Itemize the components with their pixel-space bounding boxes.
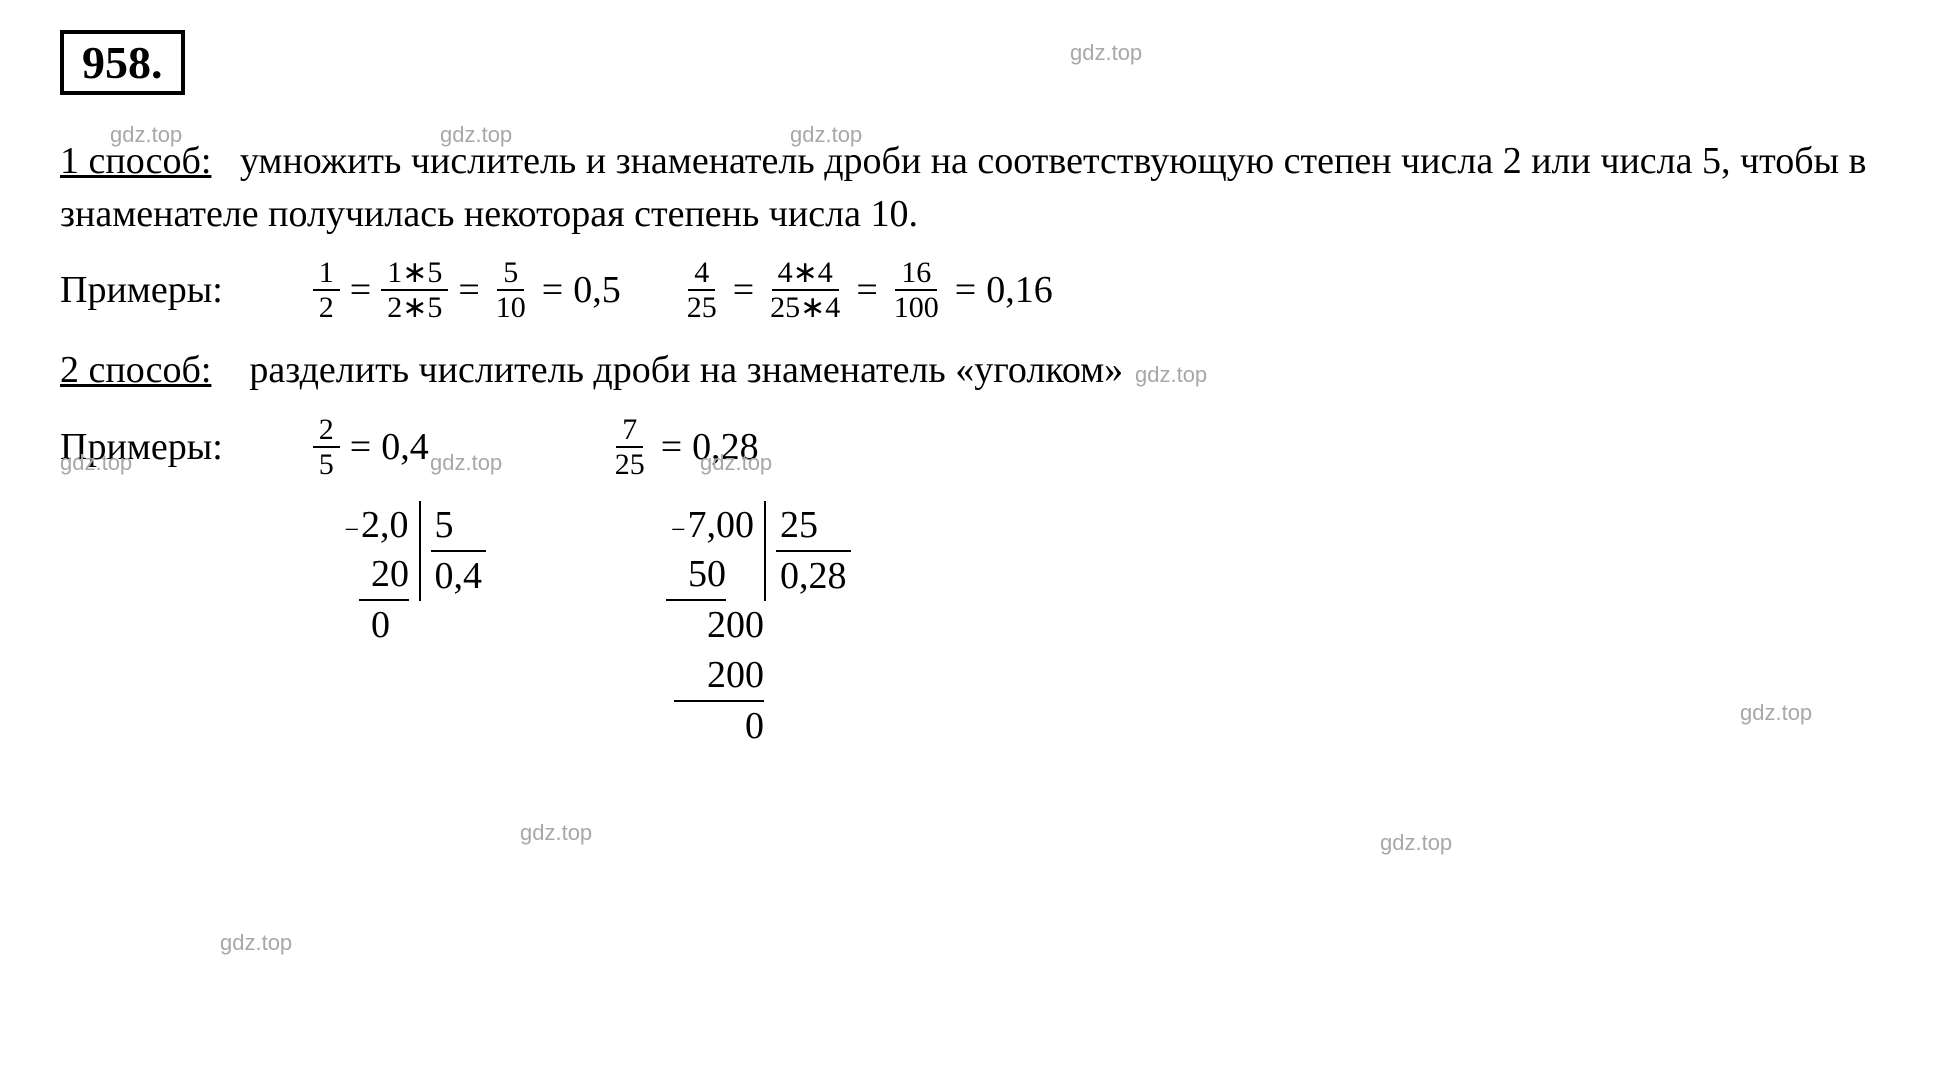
method-1-examples: Примеры: 12 = 1∗52∗5 = 510 = 0,5 425 = 4… (60, 256, 1898, 324)
minus-icon: − (344, 515, 359, 544)
example-1-2: 425 = 4∗425∗4 = 16100 = 0,16 (681, 256, 1053, 324)
method-2-examples: Примеры: 25 = 0,4 725 = 0,28 (60, 413, 1898, 481)
equals: = (955, 268, 976, 312)
method-1: 1 способ: умножить числитель и знаменате… (60, 135, 1898, 324)
example-2-1: 25 = 0,4 (313, 413, 429, 481)
frac: 425 (681, 256, 723, 324)
equals: = (542, 268, 563, 312)
frac: 4∗425∗4 (764, 256, 846, 324)
method-1-desc: умножить числитель и знаменатель дроби н… (60, 140, 1867, 235)
frac: 12 (313, 256, 340, 324)
watermark-text: gdz.top (1070, 40, 1142, 66)
frac: 510 (490, 256, 532, 324)
dividend: −7,00 (666, 501, 764, 550)
equals: = (733, 268, 754, 312)
method-2-text: 2 способ: разделить числитель дроби на з… (60, 344, 1898, 397)
frac: 725 (609, 413, 651, 481)
frac: 25 (313, 413, 340, 481)
watermark-text: gdz.top (1380, 830, 1452, 856)
method-2: 2 способ: разделить числитель дроби на з… (60, 344, 1898, 751)
ld-top: −2,0 20 0 5 0,4 (340, 501, 486, 651)
long-division-1: −2,0 20 0 5 0,4 (340, 501, 486, 752)
result: 0,5 (573, 268, 621, 312)
method-1-label: 1 способ: (60, 140, 211, 182)
frac: 1∗52∗5 (381, 256, 448, 324)
result: 0,4 (381, 425, 429, 469)
problem-number-box: 958. (60, 30, 185, 95)
divisor: 25 (776, 501, 851, 552)
minus-icon: − (671, 515, 686, 544)
example-2-2: 725 = 0,28 (609, 413, 759, 481)
divisor: 5 (431, 501, 487, 552)
watermark-text: gdz.top (220, 930, 292, 956)
dividend: −2,0 (340, 501, 419, 550)
equals: = (856, 268, 877, 312)
method-1-text: 1 способ: умножить числитель и знаменате… (60, 135, 1898, 241)
quotient: 0,4 (431, 552, 487, 601)
equals: = (350, 268, 371, 312)
result: 0,28 (692, 425, 759, 469)
method-2-desc: разделить числитель дроби на знаменатель… (249, 349, 1123, 391)
equals: = (350, 425, 371, 469)
method-2-label: 2 способ: (60, 349, 211, 391)
ld-right-col: 5 0,4 (419, 501, 487, 602)
quotient: 0,28 (776, 552, 851, 601)
ld-left-col: −7,00 50 200 200 0 (666, 501, 764, 752)
frac: 16100 (888, 256, 945, 324)
problem-number: 958. (82, 37, 163, 88)
long-division-row: −2,0 20 0 5 0,4 −7,00 50 (340, 501, 1898, 752)
examples-label-2: Примеры: (60, 425, 223, 469)
example-1-1: 12 = 1∗52∗5 = 510 = 0,5 (313, 256, 621, 324)
ld-right-col: 25 0,28 (764, 501, 851, 602)
equals: = (458, 268, 479, 312)
watermark-text: gdz.top (520, 820, 592, 846)
division-steps: 20 0 (340, 550, 419, 651)
result: 0,16 (986, 268, 1053, 312)
long-division-2: −7,00 50 200 200 0 25 0,28 (666, 501, 851, 752)
division-steps: 50 200 200 0 (666, 550, 764, 752)
equals: = (661, 425, 682, 469)
ld-left-col: −2,0 20 0 (340, 501, 419, 651)
ld-top: −7,00 50 200 200 0 25 0,28 (666, 501, 851, 752)
examples-label-1: Примеры: (60, 268, 223, 312)
